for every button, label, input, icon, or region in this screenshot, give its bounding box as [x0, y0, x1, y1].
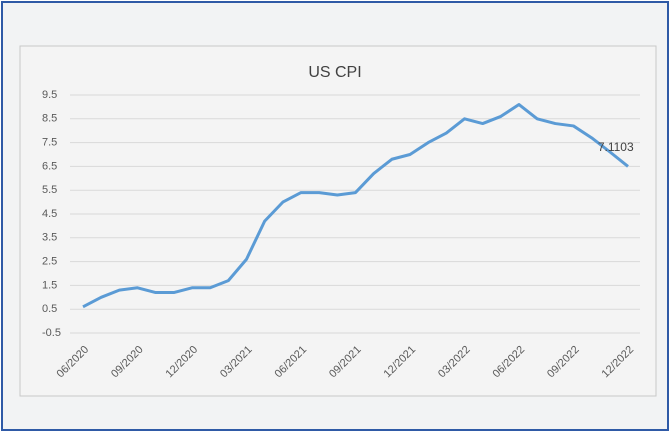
y-tick-label: 8.5 [42, 113, 57, 125]
y-tick-label: 2.5 [42, 256, 57, 268]
y-tick-label: 0.5 [42, 303, 57, 315]
y-tick-label: 5.5 [42, 184, 57, 196]
y-tick-label: -0.5 [42, 327, 61, 339]
line [82, 103, 629, 309]
data-label: 7.1103 [598, 140, 634, 154]
y-tick-label: 3.5 [42, 232, 57, 244]
y-tick-label: 7.5 [42, 137, 57, 149]
chart-title: US CPI [308, 64, 361, 81]
y-tick-label: 1.5 [42, 279, 57, 291]
y-tick-label: 6.5 [42, 160, 57, 172]
plot-frame [19, 45, 657, 397]
y-tick-label: 9.5 [42, 89, 57, 101]
y-tick-label: 4.5 [42, 208, 57, 220]
